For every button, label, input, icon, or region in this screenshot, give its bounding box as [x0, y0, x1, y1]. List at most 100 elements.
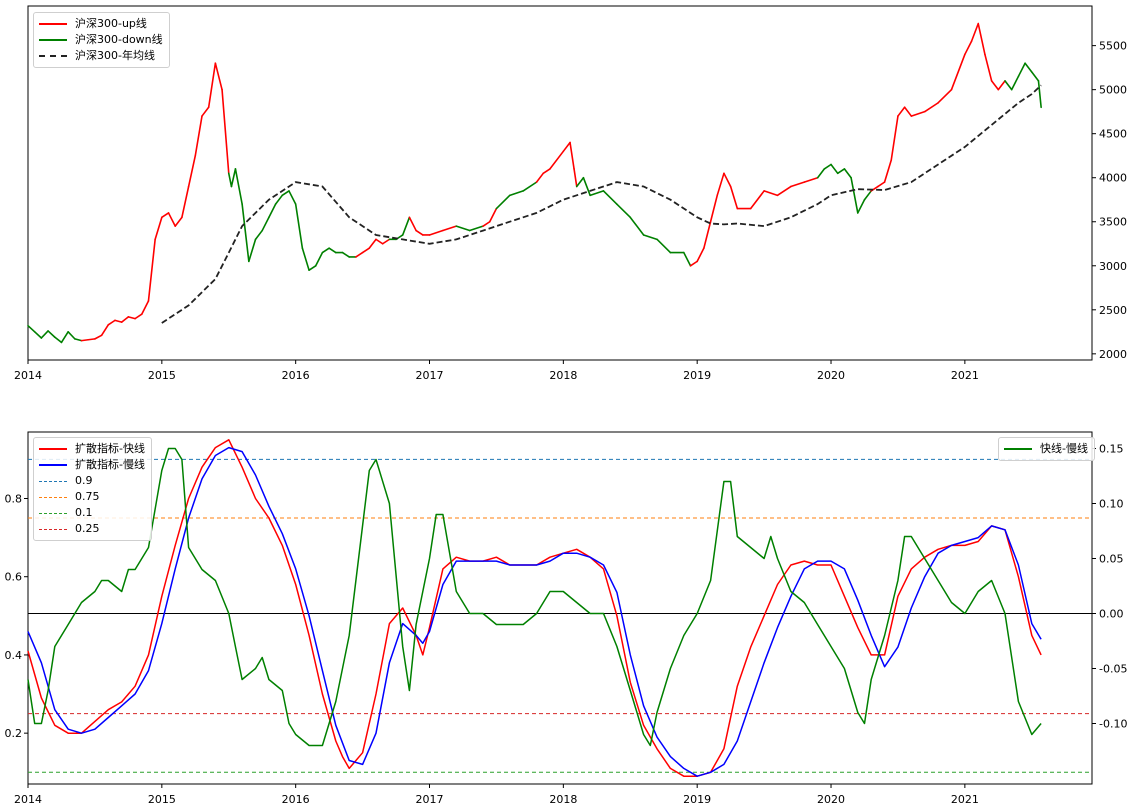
- bottom-right-ytick-label: 0.15: [1099, 443, 1124, 456]
- legend-label-h09: 0.9: [75, 474, 93, 487]
- up-line-segment: [716, 172, 725, 197]
- bottom-right-ytick-label: 0.10: [1099, 498, 1124, 511]
- down-line-segment: [308, 264, 317, 271]
- up-line-segment: [970, 22, 980, 43]
- up-line-segment: [923, 102, 939, 113]
- down-line-segment: [850, 176, 859, 214]
- top-ytick-label: 3000: [1099, 260, 1127, 273]
- down-line-segment: [509, 190, 524, 197]
- down-line-segment: [656, 238, 672, 254]
- top-xtick-label: 2015: [148, 369, 176, 382]
- legend-swatch-h025: [39, 528, 67, 530]
- up-line-segment: [937, 88, 953, 104]
- down-line-segment: [341, 251, 351, 258]
- top-chart-panel: 2014 2015 2016 2017 2018 2019 2020 2021 2000 2500…: [14, 5, 1127, 382]
- down-line-segment: [495, 194, 511, 210]
- down-line-segment: [602, 190, 618, 205]
- up-line-segment: [375, 238, 384, 245]
- up-line-segment: [890, 115, 899, 161]
- bottom-xtick-label: 2014: [14, 793, 42, 806]
- bottom-xtick-label: 2018: [549, 793, 577, 806]
- up-line-segment: [990, 80, 1000, 91]
- bottom-right-ytick-label: -0.10: [1099, 718, 1127, 731]
- down-line-segment: [33, 331, 43, 339]
- up-line-segment: [442, 225, 458, 232]
- down-line-segment: [230, 168, 237, 188]
- top-xtick-label: 2021: [951, 369, 979, 382]
- up-line-segment: [488, 207, 498, 223]
- up-line-segment: [689, 260, 698, 267]
- up-line-segment: [977, 22, 986, 56]
- legend-item-h025: 0.25: [39, 521, 145, 537]
- down-line-segment: [616, 203, 632, 219]
- down-line-segment: [863, 190, 872, 201]
- up-line-segment: [408, 216, 417, 232]
- top-chart-lines: [27, 22, 1042, 344]
- up-line-segment: [114, 319, 123, 323]
- up-line-segment: [776, 185, 792, 197]
- legend-swatch-down: [39, 39, 67, 41]
- up-line-segment: [562, 141, 571, 153]
- legend-item-h075: 0.75: [39, 489, 145, 505]
- up-line-segment: [194, 115, 203, 157]
- down-line-segment: [589, 190, 605, 197]
- down-line-segment: [856, 198, 866, 214]
- up-line-segment: [749, 190, 765, 210]
- up-line-segment: [703, 220, 712, 249]
- up-line-segment: [361, 247, 371, 254]
- bottom-plot-frame: [27, 431, 1093, 785]
- legend-item-ma: 沪深300-年均线: [39, 48, 163, 64]
- up-line-segment: [120, 316, 130, 323]
- bottom-left-ytick-label: 0.6: [5, 571, 23, 584]
- legend-label-h01: 0.1: [75, 506, 93, 519]
- top-xtick-label: 2019: [683, 369, 711, 382]
- bottom-xtick-label: 2015: [148, 793, 176, 806]
- down-line-segment: [823, 163, 832, 170]
- up-line-segment: [221, 88, 230, 175]
- down-line-segment: [682, 251, 692, 267]
- down-line-segment: [27, 324, 36, 333]
- down-line-segment: [401, 216, 411, 236]
- up-line-segment: [964, 40, 973, 56]
- up-line-segment: [147, 238, 156, 302]
- up-line-segment: [355, 251, 364, 258]
- up-line-segment: [107, 319, 116, 326]
- up-line-segment: [174, 216, 183, 227]
- down-line-segment: [40, 330, 49, 339]
- up-line-segment: [709, 194, 719, 223]
- down-line-segment: [274, 194, 284, 205]
- up-line-segment: [997, 80, 1006, 91]
- down-line-segment: [248, 238, 257, 263]
- up-line-segment: [573, 168, 578, 188]
- up-line-segment: [696, 247, 705, 263]
- legend-label-h025: 0.25: [75, 522, 100, 535]
- up-line-segment: [381, 238, 391, 245]
- annual-ma-line: [161, 84, 1042, 324]
- down-line-segment: [301, 247, 310, 271]
- top-plot-frame: [27, 5, 1093, 361]
- top-xtick-label: 2016: [282, 369, 310, 382]
- up-line-segment: [94, 334, 103, 340]
- top-xtick-label: 2018: [549, 369, 577, 382]
- up-line-segment: [803, 176, 819, 183]
- top-ytick-label: 2000: [1099, 348, 1127, 361]
- bottom-chart-lines: [27, 439, 1092, 777]
- up-line-segment: [100, 323, 110, 337]
- down-line-segment: [522, 181, 538, 192]
- down-line-segment: [60, 331, 69, 344]
- up-line-segment: [763, 190, 779, 197]
- top-axis-ticks: 2014 2015 2016 2017 2018 2019 2020 2021 2000 2500…: [14, 40, 1127, 382]
- down-line-segment: [575, 176, 585, 188]
- up-line-segment: [542, 168, 551, 175]
- down-line-segment: [836, 168, 846, 175]
- down-line-segment: [1024, 62, 1033, 73]
- down-line-segment: [321, 247, 330, 254]
- legend-item-up: 沪深300-up线: [39, 16, 163, 32]
- top-ytick-label: 5500: [1099, 40, 1127, 53]
- bottom-xtick-label: 2020: [817, 793, 845, 806]
- up-line-segment: [883, 159, 893, 183]
- down-line-segment: [241, 203, 250, 263]
- up-line-segment: [87, 338, 96, 341]
- down-line-segment: [843, 168, 852, 179]
- up-line-segment: [428, 229, 444, 236]
